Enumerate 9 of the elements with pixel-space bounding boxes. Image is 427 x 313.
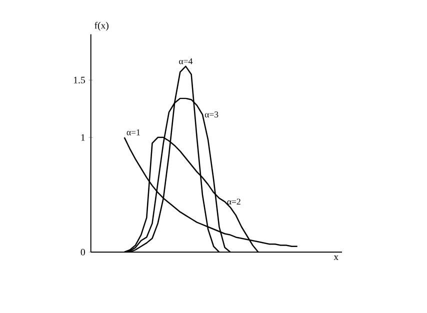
x-axis-title: x: [334, 256, 338, 260]
y-tick-label: 1.5: [74, 76, 85, 84]
series-label: α=3: [204, 112, 218, 118]
y-axis-title: f(x): [94, 22, 108, 31]
series-label: α=4: [179, 58, 193, 64]
series-label: α=2: [227, 198, 240, 205]
series-label: α=1: [126, 130, 140, 136]
y-tick-label: 0: [80, 248, 85, 256]
y-tick-label: 1: [81, 134, 85, 141]
